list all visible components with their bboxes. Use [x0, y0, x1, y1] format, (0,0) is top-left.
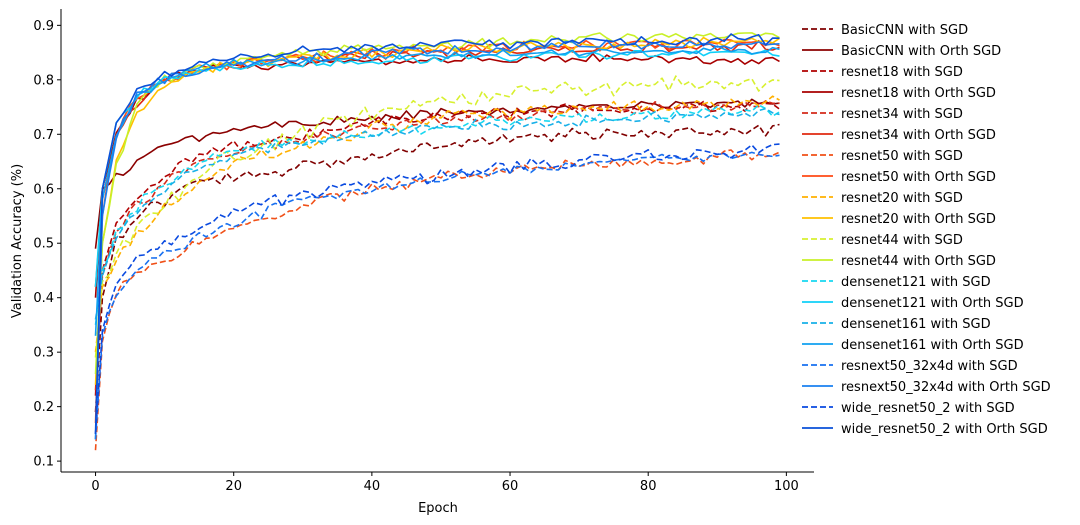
- series-line-17: [94, 151, 780, 440]
- y-tick: 0.1: [33, 455, 61, 470]
- series-line-16: [94, 45, 780, 336]
- y-axis-label: Validation Accuracy (%): [10, 164, 25, 318]
- legend-entry: resnet50 with SGD: [802, 149, 963, 164]
- y-tick-label: 0.3: [33, 346, 54, 361]
- legend-label: resnet50 with SGD: [841, 149, 963, 164]
- series-line-20: [94, 33, 780, 434]
- legend-entry: resnet50 with Orth SGD: [802, 170, 996, 185]
- x-ticks: 0 20 40 60 80 100: [91, 472, 799, 494]
- series-line-18: [94, 39, 780, 440]
- legend-entry: resnext50_32x4d with Orth SGD: [802, 380, 1051, 395]
- y-tick-label: 0.8: [33, 73, 54, 88]
- legend-label: resnet18 with Orth SGD: [841, 86, 996, 101]
- legend-label: resnet20 with SGD: [841, 191, 963, 206]
- x-tick: 80: [640, 472, 657, 494]
- legend-entry: resnet34 with Orth SGD: [802, 128, 996, 143]
- x-tick-label: 100: [774, 479, 799, 494]
- legend-label: resnet44 with SGD: [841, 233, 963, 248]
- y-tick-label: 0.5: [33, 237, 54, 252]
- axes: 0 20 40 60 80 100 0.1 0.2 0.3 0.4 0.5 0.6 0.7 0.8 0.9…: [10, 9, 814, 516]
- legend-entry: BasicCNN with SGD: [802, 23, 968, 38]
- legend-label: BasicCNN with SGD: [841, 23, 968, 38]
- y-tick: 0.6: [33, 182, 61, 197]
- series-layer: [94, 32, 780, 451]
- series-line-8: [94, 38, 780, 424]
- x-tick: 0: [91, 472, 100, 494]
- legend-entry: densenet121 with SGD: [802, 275, 991, 290]
- legend-label: resnet18 with SGD: [841, 65, 963, 80]
- legend-label: densenet121 with Orth SGD: [841, 296, 1024, 311]
- y-tick-label: 0.9: [33, 19, 54, 34]
- series-line-12: [94, 32, 780, 375]
- legend-entry: resnet44 with Orth SGD: [802, 254, 996, 269]
- y-tick: 0.5: [33, 237, 61, 252]
- series-line-19: [94, 143, 780, 434]
- series-line-9: [94, 95, 780, 353]
- legend-label: resnet20 with Orth SGD: [841, 212, 996, 227]
- legend-entry: resnet18 with Orth SGD: [802, 86, 996, 101]
- series-line-13: [94, 104, 780, 326]
- legend-label: resnet44 with Orth SGD: [841, 254, 996, 269]
- x-tick: 100: [774, 472, 799, 494]
- legend-entry: resnet20 with SGD: [802, 191, 963, 206]
- legend-entry: densenet161 with Orth SGD: [802, 338, 1024, 353]
- series-line-15: [94, 107, 780, 320]
- legend-entry: BasicCNN with Orth SGD: [802, 44, 1001, 59]
- legend-entry: resnext50_32x4d with SGD: [802, 359, 1018, 374]
- y-ticks: 0.1 0.2 0.3 0.4 0.5 0.6 0.7 0.8 0.9: [33, 19, 61, 470]
- y-tick: 0.4: [33, 291, 61, 306]
- y-tick: 0.7: [33, 128, 61, 143]
- x-axis-label: Epoch: [418, 501, 458, 516]
- legend-label: wide_resnet50_2 with Orth SGD: [841, 422, 1048, 437]
- legend-label: BasicCNN with Orth SGD: [841, 44, 1001, 59]
- legend-entry: wide_resnet50_2 with Orth SGD: [802, 422, 1048, 437]
- y-tick-label: 0.6: [33, 182, 54, 197]
- y-tick-label: 0.7: [33, 128, 54, 143]
- y-tick-label: 0.2: [33, 400, 54, 415]
- series-line-3: [94, 100, 780, 396]
- legend-entry: resnet18 with SGD: [802, 65, 963, 80]
- series-line-4: [94, 52, 780, 298]
- legend-entry: resnet34 with SGD: [802, 107, 963, 122]
- legend-label: resnext50_32x4d with Orth SGD: [841, 380, 1051, 395]
- legend-entry: resnet44 with SGD: [802, 233, 963, 248]
- x-tick: 20: [225, 472, 242, 494]
- y-tick-label: 0.1: [33, 455, 54, 470]
- x-tick-label: 40: [364, 479, 381, 494]
- legend-label: densenet161 with SGD: [841, 317, 991, 332]
- y-tick: 0.8: [33, 73, 61, 88]
- legend-label: densenet161 with Orth SGD: [841, 338, 1024, 353]
- legend-label: resnext50_32x4d with SGD: [841, 359, 1018, 374]
- legend-entry: wide_resnet50_2 with SGD: [802, 401, 1015, 416]
- series-line-10: [94, 36, 780, 385]
- y-tick: 0.9: [33, 19, 61, 34]
- y-tick: 0.3: [33, 346, 61, 361]
- series-line-7: [94, 149, 780, 451]
- legend-label: resnet34 with SGD: [841, 107, 963, 122]
- legend-entry: densenet121 with Orth SGD: [802, 296, 1024, 311]
- x-tick: 60: [502, 472, 519, 494]
- x-tick-label: 80: [640, 479, 657, 494]
- y-tick: 0.2: [33, 400, 61, 415]
- legend-label: wide_resnet50_2 with SGD: [841, 401, 1015, 416]
- x-tick-label: 60: [502, 479, 519, 494]
- legend-label: resnet50 with Orth SGD: [841, 170, 996, 185]
- series-line-1: [94, 123, 780, 413]
- x-tick: 40: [364, 472, 381, 494]
- series-line-14: [94, 49, 780, 287]
- y-tick-label: 0.4: [33, 291, 54, 306]
- legend: BasicCNN with SGD BasicCNN with Orth SGD r…: [802, 23, 1051, 437]
- series-line-11: [94, 75, 780, 358]
- x-tick-label: 20: [225, 479, 242, 494]
- legend-label: densenet121 with SGD: [841, 275, 991, 290]
- legend-entry: resnet20 with Orth SGD: [802, 212, 996, 227]
- legend-label: resnet34 with Orth SGD: [841, 128, 996, 143]
- series-line-5: [94, 100, 780, 391]
- legend-entry: densenet161 with SGD: [802, 317, 991, 332]
- x-tick-label: 0: [91, 479, 99, 494]
